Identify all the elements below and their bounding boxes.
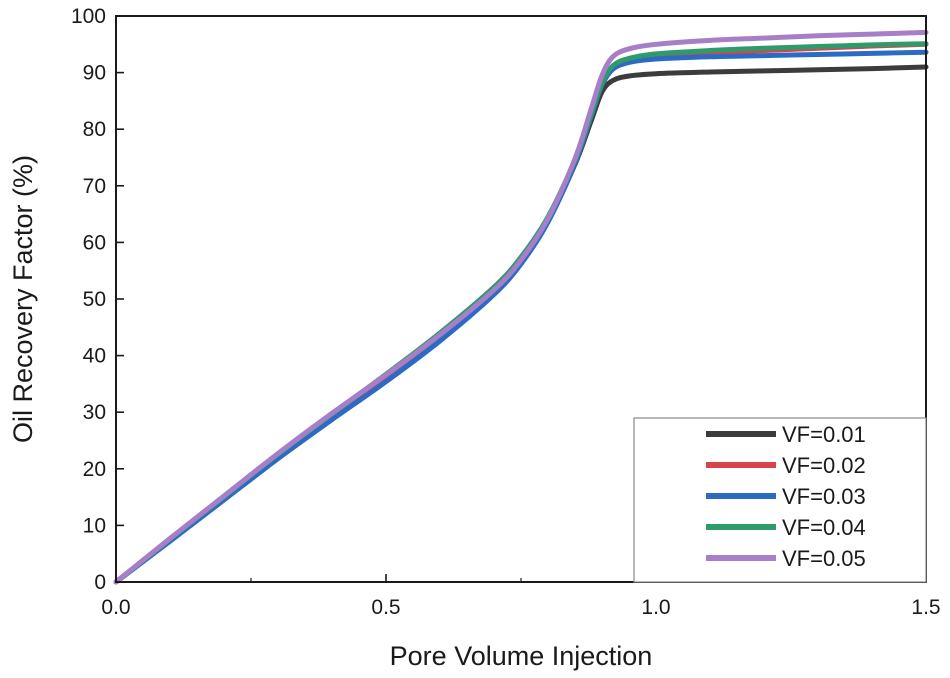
y-tick-label: 30 xyxy=(83,401,106,424)
y-tick-label: 70 xyxy=(83,175,106,198)
x-axis-title: Pore Volume Injection xyxy=(390,641,653,671)
series-line-vf-0-05 xyxy=(113,29,929,585)
legend-label: VF=0.04 xyxy=(782,515,866,540)
series-layer xyxy=(113,29,929,585)
x-tick-label: 0.5 xyxy=(371,596,400,619)
x-tick-label: 1.5 xyxy=(911,596,940,619)
y-tick-label: 0 xyxy=(94,571,106,594)
legend-box xyxy=(633,417,927,583)
y-tick-label: 40 xyxy=(83,345,106,368)
legend-items: VF=0.01 VF=0.02 VF=0.03 VF=0.04 VF=0.05 xyxy=(706,422,866,571)
x-tick-label: 0.0 xyxy=(101,596,130,619)
legend-label: VF=0.01 xyxy=(782,422,866,447)
y-axis-title: Oil Recovery Factor (%) xyxy=(8,155,38,443)
y-tick-label: 20 xyxy=(83,458,106,481)
y-tick-label: 80 xyxy=(83,118,106,141)
y-tick-label: 60 xyxy=(83,231,106,254)
y-tick-label: 100 xyxy=(71,5,106,28)
y-tick-label: 50 xyxy=(83,288,106,311)
y-tick-label: 10 xyxy=(83,514,106,537)
legend-label: VF=0.03 xyxy=(782,484,866,509)
y-tick-label: 90 xyxy=(83,62,106,85)
tick-layer: 0.0 0.5 1.0 1.5 0 10 20 30 40 50 60 70 80 90 100 xyxy=(71,5,941,619)
legend-label: VF=0.05 xyxy=(782,546,866,571)
legend-label: VF=0.02 xyxy=(782,453,866,478)
legend: VF=0.01 VF=0.02 VF=0.03 VF=0.04 VF=0.05 xyxy=(633,417,927,583)
x-tick-label: 1.0 xyxy=(641,596,670,619)
